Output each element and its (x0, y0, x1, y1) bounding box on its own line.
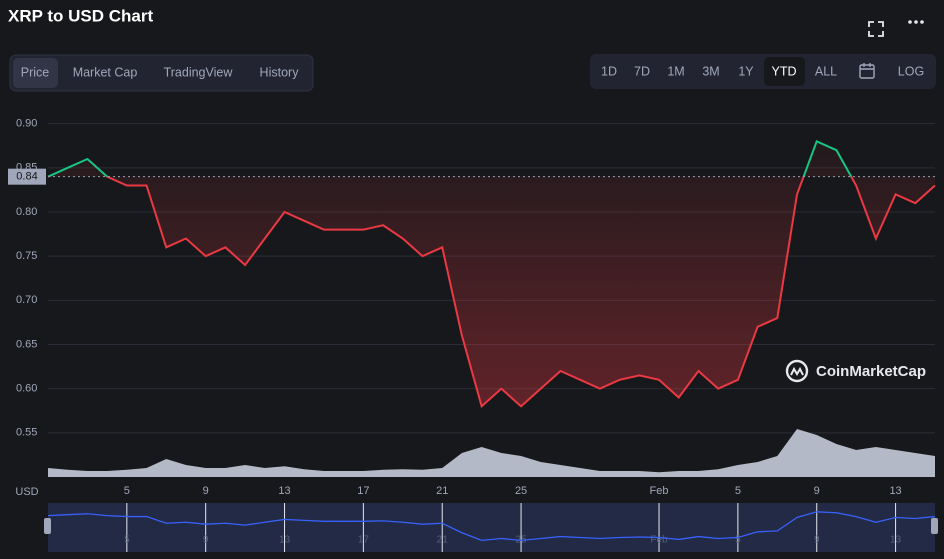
x-tick-label: 17 (357, 485, 369, 497)
more-icon[interactable] (908, 20, 924, 24)
x-tick-label: 13 (889, 485, 901, 497)
navigator-tick-label: Feb (650, 535, 668, 546)
navigator-tick-label: 17 (358, 535, 370, 546)
tab-group (9, 54, 314, 92)
tab[interactable]: TradingView (164, 65, 234, 79)
y-tick-label: 0.55 (16, 427, 37, 439)
tab[interactable]: History (260, 65, 300, 79)
x-tick-label: 5 (735, 485, 741, 497)
y-tick-label: 0.65 (16, 338, 37, 350)
range-button[interactable]: YTD (772, 64, 797, 78)
y-tick-label: 0.90 (16, 118, 37, 130)
range-group (590, 54, 936, 89)
calendar-icon[interactable] (859, 63, 875, 79)
navigator-handle[interactable] (931, 518, 938, 534)
x-tick-label: 21 (436, 485, 448, 497)
y-tick-label: 0.75 (16, 250, 37, 262)
range-button[interactable]: 7D (634, 64, 650, 78)
tab[interactable]: Price (21, 65, 50, 79)
range-button[interactable]: 3M (702, 64, 719, 78)
watermark: CoinMarketCap (785, 359, 926, 383)
range-button[interactable]: ALL (815, 64, 837, 78)
x-tick-label: Feb (650, 485, 669, 497)
navigator-tick-label: 5 (124, 535, 130, 546)
navigator-tick-label: 13 (890, 535, 902, 546)
tab-active-bg (13, 58, 58, 88)
y-tick-label: 0.70 (16, 294, 37, 306)
navigator-tick-label: 9 (203, 535, 209, 546)
log-button[interactable]: LOG (898, 64, 924, 78)
range-button[interactable]: 1D (601, 64, 617, 78)
x-tick-label: 5 (124, 485, 130, 497)
price-area (48, 141, 935, 407)
x-tick-label: 9 (203, 485, 209, 497)
navigator[interactable] (48, 503, 935, 552)
x-tick-label: 13 (278, 485, 290, 497)
navigator-line (47, 511, 936, 542)
range-button[interactable]: 1M (667, 64, 684, 78)
navigator-tick-label: 9 (814, 535, 820, 546)
x-tick-label: 25 (515, 485, 527, 497)
navigator-tick-label: 13 (279, 535, 291, 546)
navigator-handle[interactable] (44, 518, 51, 534)
range-active-bg (764, 57, 805, 86)
y-unit: USD (15, 486, 38, 498)
y-tick-label: 0.80 (16, 206, 37, 218)
volume-area (48, 429, 935, 477)
y-tick-label: 0.60 (16, 383, 37, 395)
price-line (47, 139, 936, 409)
fullscreen-icon[interactable] (868, 21, 884, 37)
navigator-tick-label: 5 (735, 535, 741, 546)
x-tick-label: 9 (814, 485, 820, 497)
watermark-text: CoinMarketCap (816, 363, 926, 380)
range-button[interactable]: 1Y (738, 64, 754, 78)
baseline-label-bg (8, 168, 46, 185)
navigator-tick-label: 21 (437, 535, 449, 546)
tab[interactable]: Market Cap (73, 65, 138, 79)
baseline-label: 0.84 (16, 171, 37, 183)
chart-title: XRP to USD Chart (8, 6, 153, 25)
